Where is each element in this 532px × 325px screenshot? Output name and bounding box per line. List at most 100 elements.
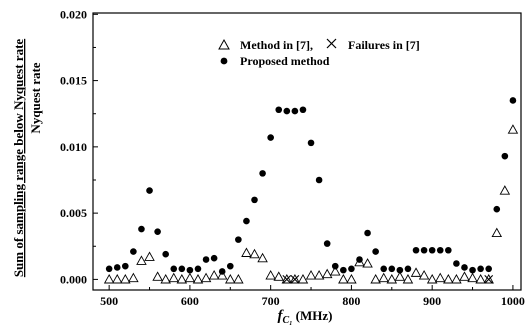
triangle-point bbox=[459, 271, 470, 281]
triangle-point bbox=[305, 269, 317, 280]
circle-point bbox=[178, 265, 186, 273]
y-tick-label: 0.005 bbox=[60, 206, 87, 220]
circle-point bbox=[275, 106, 283, 114]
y-axis-title-line2: Nyquest rate bbox=[28, 62, 43, 133]
circle-point bbox=[348, 265, 355, 273]
legend-x-marker bbox=[326, 38, 337, 49]
triangle-point bbox=[160, 273, 171, 284]
circle-point bbox=[420, 246, 428, 254]
circle-point bbox=[113, 264, 121, 271]
x-axis-title-sub: C₁ bbox=[283, 315, 293, 325]
triangle-point bbox=[418, 269, 430, 280]
circle-point bbox=[412, 246, 420, 254]
triangle-point bbox=[483, 273, 494, 284]
triangle-point bbox=[192, 273, 204, 284]
circle-point bbox=[202, 256, 210, 263]
legend-circle-marker bbox=[220, 57, 228, 65]
y-tick-label: 0.010 bbox=[60, 140, 87, 154]
circle-point bbox=[453, 260, 460, 267]
circle-point bbox=[235, 236, 242, 243]
circle-point bbox=[243, 217, 250, 225]
circle-point bbox=[396, 266, 404, 274]
circle-point bbox=[162, 250, 169, 258]
circle-point bbox=[307, 139, 315, 147]
triangle-point bbox=[338, 273, 349, 284]
x-axis-title-unit: (MHz) bbox=[296, 308, 333, 323]
triangle-point bbox=[313, 269, 325, 280]
y-axis-title-line1: Sum of sampling range below Nyquest rate bbox=[11, 39, 26, 278]
circle-point bbox=[105, 265, 113, 273]
circle-point bbox=[388, 265, 396, 273]
circle-point bbox=[138, 225, 145, 233]
circle-point bbox=[267, 134, 274, 141]
y-tick-label: 0.015 bbox=[60, 74, 87, 88]
triangle-point bbox=[128, 272, 139, 283]
triangle-point bbox=[233, 273, 244, 284]
circle-point bbox=[154, 228, 161, 235]
x-tick-label: 600 bbox=[181, 294, 199, 308]
triangle-point bbox=[281, 273, 293, 284]
circle-point bbox=[436, 246, 444, 254]
circle-point bbox=[146, 187, 153, 194]
triangle-point bbox=[273, 271, 285, 281]
triangle-point bbox=[120, 273, 131, 284]
triangle-point bbox=[410, 267, 422, 277]
triangle-point bbox=[136, 255, 147, 265]
x-tick-label: 1000 bbox=[501, 294, 525, 308]
triangle-point bbox=[321, 268, 333, 279]
x-point bbox=[282, 275, 292, 284]
triangle-point bbox=[225, 273, 236, 284]
circle-point bbox=[323, 240, 331, 247]
triangle-point bbox=[443, 273, 454, 284]
triangle-point bbox=[265, 269, 276, 280]
x-point bbox=[484, 275, 494, 284]
circle-point bbox=[186, 266, 194, 274]
x-tick-label: 800 bbox=[342, 294, 360, 308]
triangle-point bbox=[402, 273, 414, 284]
circle-point bbox=[469, 266, 476, 274]
legend-label-method7: Method in [7], bbox=[240, 38, 313, 52]
circle-point bbox=[259, 170, 266, 177]
x-axis-title-main: f bbox=[278, 308, 285, 324]
circle-point bbox=[170, 265, 178, 273]
triangle-point bbox=[241, 247, 252, 257]
triangle-point bbox=[426, 273, 438, 284]
legend: Method in [7], Failures in [7] Proposed … bbox=[218, 38, 420, 68]
triangle-point bbox=[216, 269, 228, 280]
triangle-point bbox=[289, 273, 301, 284]
data-marks bbox=[103, 97, 519, 284]
x-point bbox=[290, 275, 300, 284]
triangle-point bbox=[152, 271, 163, 281]
legend-label-failures7: Failures in [7] bbox=[348, 38, 420, 52]
triangle-point bbox=[249, 248, 260, 259]
triangle-point bbox=[257, 252, 268, 263]
triangle-point bbox=[111, 273, 123, 284]
x-tick-label: 900 bbox=[423, 294, 441, 308]
y-tick-labels: 0.000 0.005 0.010 0.015 0.020 bbox=[60, 7, 87, 286]
circle-point bbox=[299, 106, 307, 114]
triangle-point bbox=[434, 272, 446, 283]
triangle-point bbox=[329, 266, 341, 276]
triangle-point bbox=[362, 258, 373, 268]
triangle-point bbox=[451, 273, 462, 284]
circle-point bbox=[210, 254, 218, 262]
triangle-point bbox=[386, 273, 398, 284]
triangle-point bbox=[103, 273, 115, 284]
plot-area bbox=[92, 12, 522, 291]
circle-point bbox=[445, 246, 452, 254]
circle-point bbox=[340, 266, 347, 274]
triangle-point bbox=[491, 227, 503, 238]
legend-triangle-marker bbox=[218, 38, 230, 50]
triangle-point bbox=[144, 251, 155, 261]
legend-label-proposed: Proposed method bbox=[240, 54, 330, 68]
x-axis-title: fC₁ (MHz) bbox=[278, 308, 333, 325]
circle-point bbox=[283, 107, 291, 115]
circle-point bbox=[356, 256, 363, 263]
circle-point bbox=[315, 176, 323, 184]
x-tick-label: 500 bbox=[100, 294, 118, 308]
circle-point bbox=[364, 229, 371, 237]
circle-point bbox=[461, 264, 468, 271]
circle-point bbox=[226, 262, 234, 270]
plot-frame bbox=[92, 12, 522, 291]
